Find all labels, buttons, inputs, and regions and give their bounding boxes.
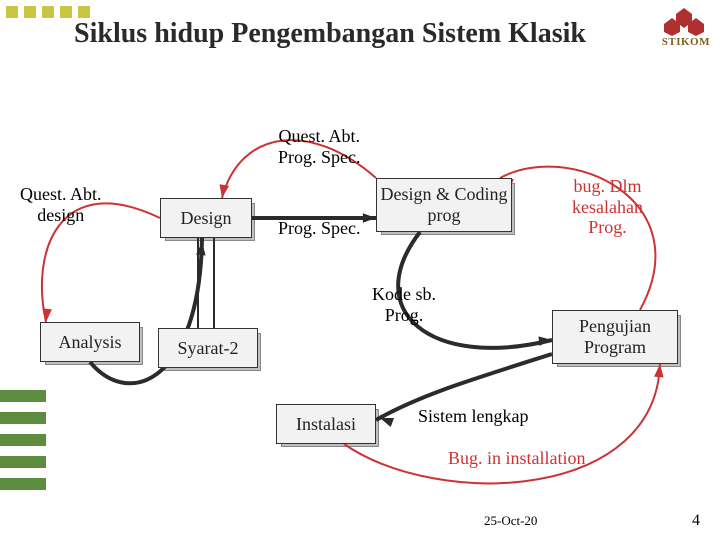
node-analysis: Analysis (40, 322, 140, 362)
node-instalasi: Instalasi (276, 404, 376, 444)
footer-page-number: 4 (692, 512, 700, 530)
label-kode-prog: Kode sb.Prog. (372, 284, 436, 325)
edges-layer (0, 0, 720, 540)
node-design-coding: Design & Coding prog (376, 178, 512, 232)
label-bug-installation: Bug. in installation (448, 448, 586, 469)
node-pengujian: Pengujian Program (552, 310, 678, 364)
label-quest-design: Quest. Abt.design (20, 184, 102, 225)
label-quest-progspec: Quest. Abt.Prog. Spec. (278, 126, 361, 167)
diagram-canvas: Analysis Design Design & Coding prog Sya… (0, 0, 720, 540)
node-design: Design (160, 198, 252, 238)
label-sistem-lengkap: Sistem lengkap (418, 406, 529, 427)
label-progspec: Prog. Spec. (278, 218, 361, 239)
label-bug-kesalahan: bug. DlmkesalahanProg. (572, 176, 643, 238)
node-syarat: Syarat-2 (158, 328, 258, 368)
footer-date: 25-Oct-20 (480, 512, 541, 530)
